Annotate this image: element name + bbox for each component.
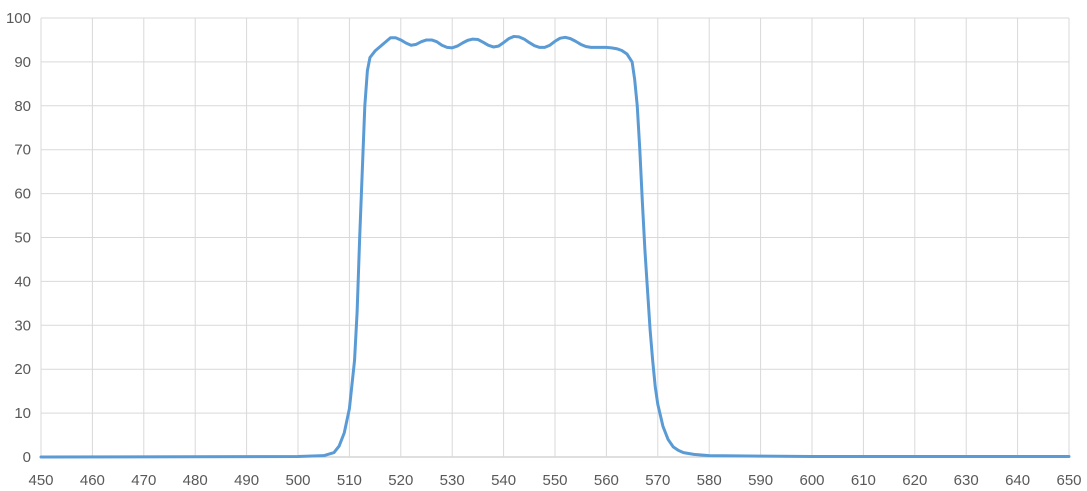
gridlines [40, 17, 1070, 458]
y-tick-label: 0 [23, 449, 31, 466]
x-tick-label: 490 [234, 472, 259, 489]
y-tick-label: 30 [14, 317, 31, 334]
y-tick-label: 50 [14, 230, 31, 247]
series-layer [39, 34, 1071, 459]
y-tick-label: 60 [14, 186, 31, 203]
x-tick-label: 600 [799, 472, 824, 489]
x-tick-label: 470 [131, 472, 156, 489]
y-tick-label: 20 [14, 361, 31, 378]
x-tick-label: 450 [28, 472, 53, 489]
y-tick-label: 40 [14, 273, 31, 290]
x-tick-label: 510 [337, 472, 362, 489]
y-tick-label: 100 [6, 10, 31, 27]
x-tick-label: 480 [183, 472, 208, 489]
x-tick-label: 640 [1005, 472, 1030, 489]
y-axis-tick-labels: 0 10 20 30 40 50 60 70 80 90 100 [6, 10, 31, 466]
y-tick-label: 90 [14, 54, 31, 71]
y-tick-label: 10 [14, 405, 31, 422]
x-tick-label: 550 [542, 472, 567, 489]
x-tick-label: 530 [440, 472, 465, 489]
x-tick-label: 580 [697, 472, 722, 489]
x-tick-label: 540 [491, 472, 516, 489]
x-tick-label: 500 [285, 472, 310, 489]
x-tick-label: 460 [80, 472, 105, 489]
transmission-line [39, 34, 1071, 459]
x-tick-label: 560 [594, 472, 619, 489]
x-tick-label: 520 [388, 472, 413, 489]
x-tick-label: 650 [1056, 472, 1081, 489]
y-tick-label: 70 [14, 142, 31, 159]
x-tick-label: 590 [748, 472, 773, 489]
x-tick-label: 610 [851, 472, 876, 489]
x-tick-label: 620 [902, 472, 927, 489]
y-tick-label: 80 [14, 98, 31, 115]
x-axis-tick-labels: 450 460 470 480 490 500 510 520 530 540 550 560 570 5… [28, 472, 1081, 489]
x-tick-label: 630 [954, 472, 979, 489]
x-tick-label: 570 [645, 472, 670, 489]
